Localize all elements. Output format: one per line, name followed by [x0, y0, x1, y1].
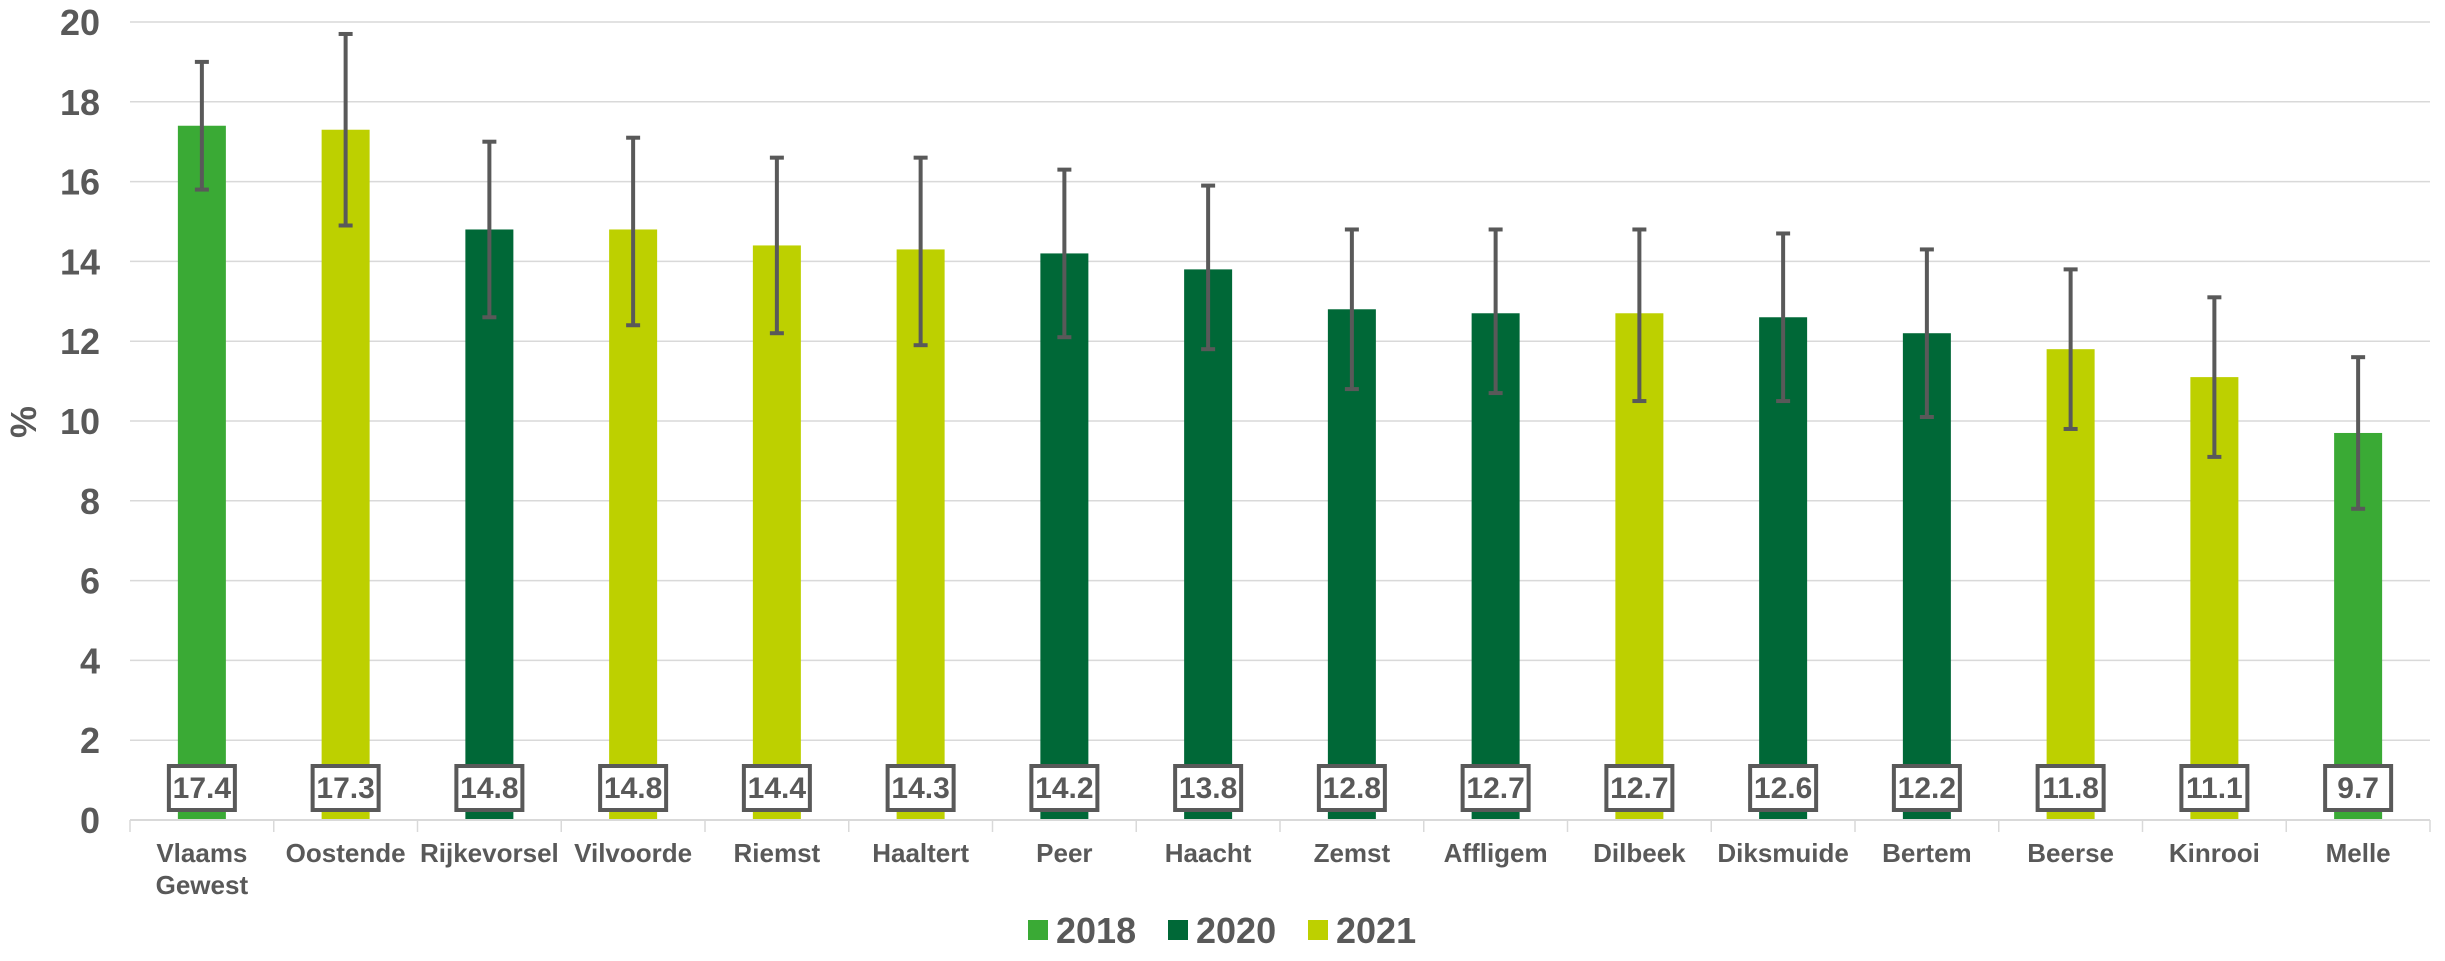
data-label-box: [1604, 764, 1675, 812]
category-label: Zemst: [1314, 838, 1391, 868]
category-label: Riemst: [734, 838, 821, 868]
category-label: Peer: [1036, 838, 1092, 868]
error-bars: [194, 31, 2366, 511]
bar: [609, 229, 658, 821]
category-label: Vlaams: [156, 838, 247, 868]
data-label: 13.8: [1179, 772, 1237, 805]
data-label-box: [166, 764, 237, 812]
y-tick-label: 6: [80, 561, 100, 602]
data-label: 12.7: [1610, 772, 1668, 805]
data-label: 12.8: [1323, 772, 1381, 805]
category-label: Haaltert: [872, 838, 969, 868]
category-label: Kinrooi: [2169, 838, 2260, 868]
bar: [752, 245, 801, 820]
data-label-box: [1891, 764, 1962, 812]
y-tick-label: 0: [80, 800, 100, 841]
data-label: 9.7: [2337, 772, 2379, 805]
category-label: Diksmuide: [1717, 838, 1849, 868]
y-axis-label: %: [3, 406, 44, 438]
y-axis-ticks: 0 2 4 6 8 10 12 14 16 18 20: [60, 2, 100, 841]
legend-swatch: [1308, 920, 1328, 940]
y-tick-label: 2: [80, 720, 100, 761]
data-label-box: [2323, 764, 2394, 812]
y-tick-label: 18: [60, 82, 100, 123]
bar: [1327, 309, 1376, 820]
category-label: Affligem: [1444, 838, 1548, 868]
data-label: 12.7: [1466, 772, 1524, 805]
y-tick-label: 16: [60, 162, 100, 203]
category-label: Haacht: [1165, 838, 1252, 868]
category-label: Bertem: [1882, 838, 1972, 868]
data-label: 11.1: [2186, 772, 2243, 805]
category-label: Vilvoorde: [574, 838, 692, 868]
data-label-box: [885, 764, 956, 812]
legend-label: 2020: [1196, 910, 1276, 951]
bar: [465, 229, 514, 821]
bar: [321, 129, 370, 821]
bars: [177, 125, 2383, 821]
y-tick-label: 12: [60, 321, 100, 362]
data-label: 14.8: [604, 772, 662, 805]
y-tick-label: 8: [80, 481, 100, 522]
data-label-box: [454, 764, 525, 812]
data-label-box: [598, 764, 669, 812]
legend-label: 2021: [1336, 910, 1416, 951]
bar: [1040, 253, 1089, 821]
data-label-box: [310, 764, 381, 812]
data-label: 17.4: [173, 772, 232, 805]
legend-label: 2018: [1056, 910, 1136, 951]
data-label-box: [741, 764, 812, 812]
category-label: Oostende: [286, 838, 406, 868]
y-tick-label: 10: [60, 401, 100, 442]
legend: 2018 2020 2021: [1028, 910, 1416, 951]
data-label-box: [1748, 764, 1819, 812]
data-label-box: [2179, 764, 2250, 812]
data-label-box: [1460, 764, 1531, 812]
category-label: Rijkevorsel: [420, 838, 559, 868]
legend-swatch: [1168, 920, 1188, 940]
legend-swatch: [1028, 920, 1048, 940]
data-label: 17.3: [316, 772, 374, 805]
category-label: Dilbeek: [1593, 838, 1686, 868]
data-label: 14.3: [891, 772, 949, 805]
data-label-box: [1316, 764, 1387, 812]
data-label: 12.6: [1754, 772, 1812, 805]
data-label: 12.2: [1898, 772, 1956, 805]
data-labels: 17.4 17.3 14.8 14.8 14.4 14.3 14.2 13.8 12.8 12.7…: [166, 764, 2394, 812]
y-tick-label: 20: [60, 2, 100, 43]
bar: [1471, 313, 1520, 820]
y-tick-label: 14: [60, 241, 100, 282]
category-label: Beerse: [2027, 838, 2114, 868]
category-label: Gewest: [156, 870, 249, 900]
data-label: 14.4: [748, 772, 807, 805]
bar: [1184, 269, 1233, 820]
data-label: 14.2: [1035, 772, 1093, 805]
data-label: 11.8: [2042, 772, 2099, 805]
data-label-box: [2035, 764, 2106, 812]
category-label: Melle: [2326, 838, 2391, 868]
y-tick-label: 4: [80, 640, 100, 681]
data-label: 14.8: [460, 772, 518, 805]
bar: [177, 125, 226, 821]
data-label-box: [1029, 764, 1100, 812]
data-label-box: [1173, 764, 1244, 812]
